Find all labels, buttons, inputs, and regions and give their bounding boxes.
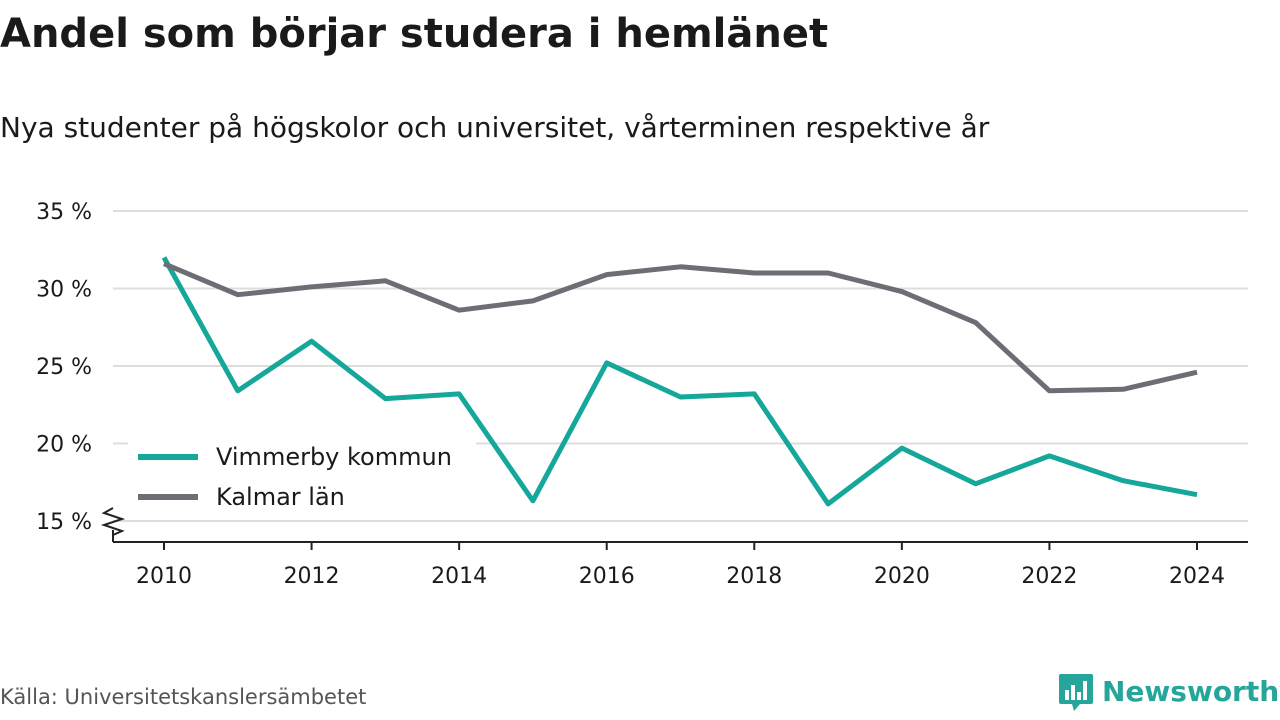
y-tick-label: 30 % <box>36 278 92 303</box>
legend-label: Kalmar län <box>216 483 345 511</box>
y-tick-label: 35 % <box>36 200 92 225</box>
series-line-0 <box>161 256 1198 507</box>
brand-name: Newsworthy <box>1102 675 1280 708</box>
x-tick-label: 2016 <box>579 564 635 589</box>
y-tick-label: 20 % <box>36 433 92 458</box>
axes: 15 % 20 % 25 % 30 % 35 % 2010 2012 2014 2016 2018… <box>36 200 1248 589</box>
chart-title: Andel som börjar studera i hemlänet <box>0 11 829 57</box>
x-tick-label: 2018 <box>726 564 782 589</box>
y-tick-label: 25 % <box>36 355 92 380</box>
x-tick-label: 2020 <box>874 564 930 589</box>
chart-subtitle: Nya studenter på högskolor och universit… <box>0 111 990 144</box>
legend-label: Vimmerby kommun <box>216 443 452 471</box>
legend: Vimmerby kommun Kalmar län <box>128 430 476 520</box>
series-line-1 <box>163 261 1198 394</box>
legend-box <box>128 430 476 520</box>
source-note: Källa: Universitetskanslersämbetet <box>0 685 367 709</box>
axis-break-icon <box>100 507 126 536</box>
y-tick-label: 15 % <box>36 510 92 535</box>
series-lines <box>161 256 1198 507</box>
brand-logo: Newsworthy <box>1058 672 1280 712</box>
line-chart: 15 % 20 % 25 % 30 % 35 % 2010 2012 2014 2016 2018… <box>36 200 1248 589</box>
x-tick-label: 2022 <box>1021 564 1077 589</box>
x-tick-label: 2012 <box>284 564 340 589</box>
x-tick-label: 2010 <box>136 564 192 589</box>
bar-chart-speech-bubble-icon <box>1059 674 1093 711</box>
x-tick-label: 2024 <box>1169 564 1225 589</box>
x-tick-label: 2014 <box>431 564 487 589</box>
